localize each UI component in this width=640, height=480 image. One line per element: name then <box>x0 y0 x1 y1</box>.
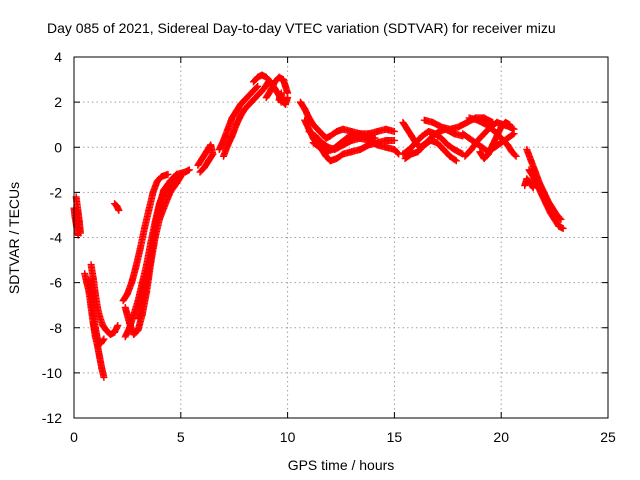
y-tick-label: -10 <box>42 365 62 381</box>
data-point <box>115 206 123 214</box>
data-point <box>451 156 459 164</box>
data-point <box>510 125 518 133</box>
x-tick-label: 10 <box>280 429 296 445</box>
series-seg22 <box>399 127 467 158</box>
y-tick-label: 2 <box>54 94 62 110</box>
x-tick-label: 15 <box>387 429 403 445</box>
data-point <box>509 131 517 139</box>
data-point <box>452 157 460 165</box>
data-points <box>70 71 567 381</box>
data-point <box>177 170 185 178</box>
y-tick-label: 4 <box>54 49 62 65</box>
series-seg27 <box>465 114 520 160</box>
data-point <box>390 136 398 144</box>
data-point <box>394 149 402 157</box>
data-point <box>506 121 514 129</box>
data-point <box>512 152 520 160</box>
series-seg16 <box>275 89 292 108</box>
data-point <box>556 214 564 222</box>
data-point <box>99 336 107 344</box>
series-seg20 <box>309 130 379 156</box>
chart-title: Day 085 of 2021, Sidereal Day-to-day VTE… <box>47 20 556 36</box>
data-point <box>529 183 537 191</box>
series-seg30 <box>525 166 567 232</box>
y-tick-label: -6 <box>50 275 63 291</box>
data-point <box>164 170 172 178</box>
data-point <box>511 151 519 159</box>
series-seg12 <box>215 82 262 154</box>
data-point <box>557 215 565 223</box>
data-point <box>284 94 292 102</box>
data-point <box>100 373 108 381</box>
series-seg05 <box>85 276 108 348</box>
data-point <box>390 127 398 135</box>
series-seg06 <box>111 200 123 214</box>
x-tick-label: 0 <box>70 429 78 445</box>
y-tick-label: 0 <box>54 139 62 155</box>
x-tick-label: 20 <box>493 429 509 445</box>
data-point <box>371 134 379 142</box>
data-point <box>100 335 108 343</box>
y-tick-label: -4 <box>50 230 63 246</box>
data-point <box>197 167 205 175</box>
series-seg31 <box>521 175 537 192</box>
series-seg11 <box>194 141 217 176</box>
series-seg02 <box>72 193 84 237</box>
data-point <box>114 321 122 329</box>
data-point <box>76 229 84 237</box>
series-seg08 <box>119 170 172 305</box>
data-point <box>185 166 193 174</box>
data-point <box>254 82 262 90</box>
data-point <box>196 168 204 176</box>
axis-ticks: 0 5 10 15 20 25 -12 -10 -8 -6 -4 -2 0 2 4 <box>42 49 616 445</box>
series-seg28 <box>476 118 514 163</box>
x-axis-label: GPS time / hours <box>288 457 395 473</box>
data-point <box>529 184 537 192</box>
data-point <box>559 224 567 232</box>
series-seg15 <box>262 73 292 102</box>
series-seg10 <box>121 170 185 341</box>
data-point <box>176 171 184 179</box>
data-point <box>253 83 261 91</box>
y-tick-label: -8 <box>50 320 63 336</box>
y-tick-label: -12 <box>42 410 62 426</box>
series-seg23 <box>401 136 460 165</box>
y-tick-label: -2 <box>50 184 63 200</box>
y-axis-label: SDTVAR / TECUs <box>6 182 22 294</box>
x-tick-label: 5 <box>177 429 185 445</box>
x-tick-label: 25 <box>600 429 616 445</box>
